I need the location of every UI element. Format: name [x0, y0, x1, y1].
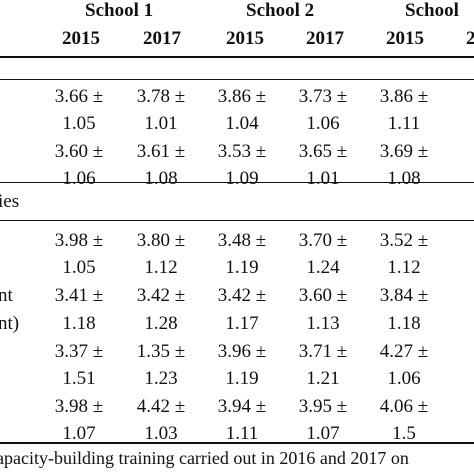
section-rule — [0, 182, 474, 183]
table-cell: 1 — [450, 257, 474, 279]
table-cell: 3.52 ± — [379, 230, 429, 251]
table-cell: 3.86 ± — [217, 86, 267, 107]
table-cell: 3.95 ± — [298, 396, 348, 417]
table-cell: 1.23 — [144, 368, 178, 389]
table-cell: 3.84 ± — [379, 285, 429, 306]
table-cell: 1.06 — [387, 368, 421, 389]
table-cell: 4.06 ± — [379, 396, 429, 417]
year-header: 2015 — [386, 28, 424, 49]
table-cell: 3.94 ± — [217, 396, 267, 417]
table-cell: 3.60 ± — [298, 285, 348, 306]
table-cell: 1.28 — [144, 313, 178, 334]
table-cell: 1.06 — [62, 168, 96, 189]
table-cell: 1.35 ± — [136, 341, 186, 362]
table-cell: 1.05 — [62, 113, 96, 134]
table-cell: 1.11 — [387, 113, 421, 134]
table-footnote: apacity-building training carried out in… — [0, 448, 409, 468]
table-cell: 1.21 — [306, 368, 340, 389]
year-header: 2015 — [226, 28, 264, 49]
table-cell: 3.60 ± — [54, 141, 104, 162]
table-cell: 3.98 ± — [54, 396, 104, 417]
table-cell: 3.37 ± — [54, 341, 104, 362]
table-cell: 3.42 ± — [217, 285, 267, 306]
table-cell: 1.01 — [306, 168, 340, 189]
table-cell: 1.51 — [62, 368, 96, 389]
school-header-3: School — [405, 0, 459, 21]
table-cell: 3.65 ± — [298, 141, 348, 162]
row-label: ies — [0, 191, 20, 212]
table-cell: 1.09 — [225, 168, 259, 189]
table-cell: 1.24 — [306, 257, 340, 278]
row-label: nt) — [0, 313, 20, 334]
table-cell: 3.48 ± — [217, 230, 267, 251]
table-cell: 3.69 ± — [379, 141, 429, 162]
table-cell: 1 — [450, 168, 474, 190]
table-cell: 3 — [450, 86, 474, 108]
row-label: nt — [0, 285, 13, 306]
table-cell: 3.61 ± — [136, 141, 186, 162]
table-cell: 3.96 ± — [217, 341, 267, 362]
table-cell: 1.04 — [225, 113, 259, 134]
bottom-rule — [0, 442, 474, 444]
table-cell: 3 — [450, 141, 474, 163]
table-cell: 3.70 ± — [298, 230, 348, 251]
table-cell: 3.98 ± — [54, 230, 104, 251]
table-cell: 1.03 — [144, 423, 178, 444]
table-cell: 4.42 ± — [136, 396, 186, 417]
school-header-1: School 1 — [85, 0, 154, 21]
table-cell: 1.05 — [62, 257, 96, 278]
table-cell: 1.01 — [144, 113, 178, 134]
table-cell: 3.53 ± — [217, 141, 267, 162]
table-cell: 1.12 — [387, 257, 421, 278]
table-cell: 3 — [450, 341, 474, 363]
table-cell: 4 — [450, 396, 474, 418]
table-cell: 3 — [450, 230, 474, 252]
table-cell: 3.73 ± — [298, 86, 348, 107]
table-cell: 1 — [450, 368, 474, 390]
section-rule — [0, 79, 474, 80]
table-cell: 1.13 — [306, 313, 340, 334]
table-cell: 3.78 ± — [136, 86, 186, 107]
school-header-2: School 2 — [246, 0, 315, 21]
table-cell: 1 — [450, 113, 474, 135]
table-cell: 1.08 — [387, 168, 421, 189]
table-cell: 3.86 ± — [379, 86, 429, 107]
table-cell: 1.07 — [306, 423, 340, 444]
year-header: 2017 — [143, 28, 181, 49]
year-header: 2 — [466, 28, 474, 49]
table-cell: 3.71 ± — [298, 341, 348, 362]
table-cell: 1.17 — [225, 313, 259, 334]
table-cell: 1.19 — [225, 368, 259, 389]
table-cell: 1.11 — [225, 423, 259, 444]
year-header: 2015 — [62, 28, 100, 49]
table-cell: 1.5 — [392, 423, 416, 444]
table-cell: 3 — [450, 285, 474, 307]
table-cell: 1.19 — [225, 257, 259, 278]
table-cell: 1.18 — [62, 313, 96, 334]
table-cell: 4.27 ± — [379, 341, 429, 362]
table-cell: 3.41 ± — [54, 285, 104, 306]
table-cell: 1.07 — [62, 423, 96, 444]
table-cell: 3.80 ± — [136, 230, 186, 251]
table-cell: 1 — [450, 313, 474, 335]
table-cell: 3.42 ± — [136, 285, 186, 306]
header-rule — [0, 56, 474, 58]
table-cell: 1.18 — [387, 313, 421, 334]
table-cell: 3.66 ± — [54, 86, 104, 107]
table-cell: 1.06 — [306, 113, 340, 134]
table-cell: 1.12 — [144, 257, 178, 278]
table-cell: 1.08 — [144, 168, 178, 189]
year-header: 2017 — [306, 28, 344, 49]
section-rule — [0, 220, 474, 221]
